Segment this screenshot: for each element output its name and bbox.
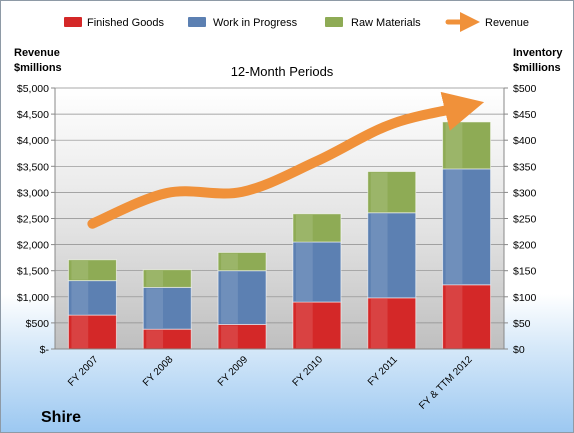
bar-highlight <box>295 214 313 241</box>
revenue-line <box>87 91 485 229</box>
right-tick-label: $250 <box>513 214 537 226</box>
bar-raw-materials <box>292 213 342 243</box>
company-label: Shire <box>41 409 81 426</box>
chart-title: 12-Month Periods <box>231 64 334 79</box>
left-tick-label: $3,000 <box>17 187 49 199</box>
right-tick-label: $50 <box>513 318 531 330</box>
right-axis-title-line2: $millions <box>513 62 561 74</box>
left-tick-label: $3,500 <box>17 161 49 173</box>
bar-finished-goods <box>292 301 342 350</box>
bar-highlight <box>445 285 463 348</box>
right-tick-label: $200 <box>513 240 537 252</box>
bar-highlight <box>221 271 238 324</box>
bar-highlight <box>146 270 164 287</box>
bar-highlight <box>221 253 238 270</box>
bar-raw-materials <box>217 251 267 272</box>
bar-highlight <box>295 303 313 348</box>
left-tick-label: $5,000 <box>17 83 49 95</box>
legend-swatch-raw-materials <box>325 17 343 27</box>
right-tick-label: $350 <box>513 161 537 173</box>
bar-highlight <box>71 281 89 315</box>
bar-highlight <box>445 122 463 168</box>
legend-label-revenue: Revenue <box>485 17 529 29</box>
category-label: FY 2009 <box>216 354 251 389</box>
category-label: FY 2008 <box>141 354 176 389</box>
legend-swatch-work-in-progress <box>188 17 206 27</box>
left-axis-title-line2: $millions <box>14 62 62 74</box>
right-tick-label: $150 <box>513 266 537 278</box>
bar-highlight <box>295 242 313 302</box>
gridlines <box>55 87 504 324</box>
bar-work-in-progress <box>442 168 492 286</box>
legend-swatch-finished-goods <box>64 17 82 27</box>
category-label: FY 2007 <box>66 354 101 389</box>
bar-work-in-progress <box>217 270 267 325</box>
right-tick-label: $400 <box>513 135 537 147</box>
left-tick-label: $1,500 <box>17 266 49 278</box>
bar-work-in-progress <box>367 212 417 299</box>
bar-highlight <box>370 213 388 297</box>
bar-raw-materials <box>142 269 192 288</box>
right-axis-title-line1: Inventory <box>513 47 563 59</box>
bar-raw-materials <box>367 171 417 214</box>
bar-highlight <box>146 288 164 329</box>
legend-label-raw-materials: Raw Materials <box>351 17 421 29</box>
legend-label-work-in-progress: Work in Progress <box>213 17 298 29</box>
bar-highlight <box>221 325 238 348</box>
left-tick-label: $500 <box>26 318 50 330</box>
left-tick-label: $4,500 <box>17 109 49 121</box>
right-tick-label: $450 <box>513 109 537 121</box>
bars <box>67 121 492 350</box>
category-label: FY & TTM 2012 <box>417 354 475 412</box>
right-tick-label: $500 <box>513 83 537 95</box>
category-label: FY 2010 <box>291 354 326 389</box>
bar-highlight <box>71 260 89 280</box>
right-tick-label: $300 <box>513 187 537 199</box>
revenue-line-group <box>87 91 485 229</box>
bar-raw-materials <box>67 259 117 282</box>
bar-highlight <box>370 298 388 348</box>
left-tick-label: $1,000 <box>17 292 49 304</box>
bar-highlight <box>445 169 463 284</box>
right-tick-label: $100 <box>513 292 537 304</box>
legend: Finished Goods Work in Progress Raw Mate… <box>64 12 529 32</box>
right-tick-label: $0 <box>513 344 525 356</box>
bar-highlight <box>370 172 388 212</box>
bar-finished-goods <box>217 323 267 350</box>
left-axis-title-line1: Revenue <box>14 47 60 59</box>
left-tick-label: $- <box>40 344 50 356</box>
bar-highlight <box>146 330 164 348</box>
bar-highlight <box>71 316 89 348</box>
bar-work-in-progress <box>292 241 342 303</box>
bar-finished-goods <box>67 314 117 350</box>
legend-label-finished-goods: Finished Goods <box>87 17 165 29</box>
left-tick-label: $2,500 <box>17 214 49 226</box>
bar-work-in-progress <box>142 286 192 330</box>
left-tick-label: $4,000 <box>17 135 49 147</box>
left-tick-label: $2,000 <box>17 240 49 252</box>
category-label: FY 2011 <box>366 354 400 388</box>
